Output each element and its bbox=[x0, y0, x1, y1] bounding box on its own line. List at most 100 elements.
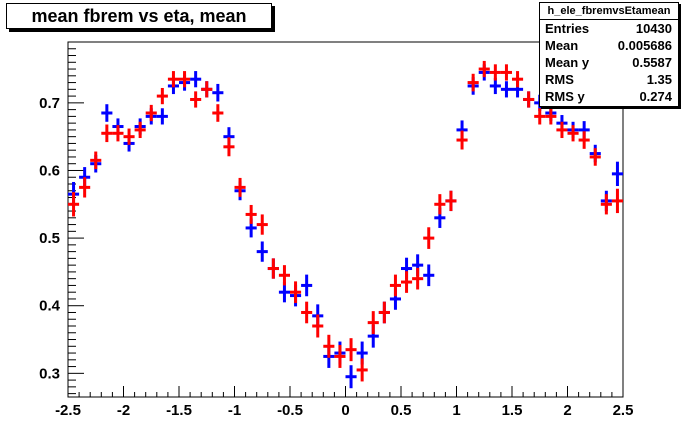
red-data-point bbox=[367, 311, 379, 335]
x-tick-label: -1.5 bbox=[166, 402, 192, 419]
red-data-point bbox=[412, 267, 424, 290]
red-data-point bbox=[134, 121, 146, 139]
red-data-point bbox=[389, 274, 401, 297]
red-data-point bbox=[290, 281, 302, 304]
chart-title: mean fbrem vs eta, mean bbox=[31, 6, 247, 26]
stats-value: 1.35 bbox=[646, 72, 672, 87]
y-tick-label: 0.7 bbox=[39, 95, 60, 112]
red-data-point bbox=[423, 227, 435, 249]
x-tick-label: 0.5 bbox=[391, 402, 412, 419]
red-data-point bbox=[523, 91, 535, 108]
red-data-point bbox=[212, 104, 224, 122]
stats-label: RMS y bbox=[545, 89, 585, 104]
x-tick-label: 1.5 bbox=[502, 402, 523, 419]
red-data-point bbox=[156, 87, 168, 105]
x-tick-label: 0 bbox=[341, 402, 349, 419]
red-data-point bbox=[600, 194, 612, 215]
stats-value: 0.5587 bbox=[632, 55, 672, 70]
red-data-point bbox=[512, 71, 524, 88]
red-data-point bbox=[278, 265, 290, 286]
red-data-point bbox=[234, 177, 246, 197]
red-data-point bbox=[456, 130, 468, 150]
red-data-point bbox=[223, 137, 235, 157]
stats-label: Mean bbox=[545, 38, 579, 53]
red-data-point bbox=[334, 344, 346, 368]
red-data-point bbox=[201, 81, 213, 98]
red-data-point bbox=[534, 108, 546, 125]
red-data-point bbox=[434, 194, 446, 215]
x-tick-label: 1 bbox=[452, 402, 460, 419]
red-data-point bbox=[589, 148, 601, 166]
red-data-point bbox=[467, 73, 479, 92]
x-tick-label: -0.5 bbox=[277, 402, 303, 419]
y-tick-label: 0.6 bbox=[39, 162, 60, 179]
stats-label: Entries bbox=[545, 21, 590, 36]
stats-label: RMS bbox=[545, 72, 574, 87]
stats-label: Mean y bbox=[545, 55, 590, 70]
blue-data-point bbox=[301, 274, 313, 297]
x-tick-label: -2 bbox=[117, 402, 130, 419]
x-tick-label: 2 bbox=[563, 402, 571, 419]
red-data-point bbox=[545, 108, 557, 125]
title-box: mean fbrem vs eta, mean bbox=[6, 3, 272, 29]
red-data-point bbox=[123, 128, 135, 145]
red-data-point bbox=[500, 64, 512, 81]
blue-data-point bbox=[500, 81, 512, 98]
red-data-point bbox=[68, 192, 80, 217]
red-data-point bbox=[378, 301, 390, 324]
red-data-point bbox=[90, 151, 102, 170]
red-data-point bbox=[190, 91, 202, 108]
red-data-point bbox=[556, 121, 568, 139]
red-data-point bbox=[345, 338, 357, 362]
blue-data-point bbox=[345, 365, 357, 389]
y-tick-label: 0.4 bbox=[39, 298, 61, 315]
red-data-point bbox=[489, 64, 501, 81]
red-data-point bbox=[478, 60, 490, 78]
red-data-point bbox=[79, 177, 91, 198]
stats-row-mean-y: Mean y 0.5587 bbox=[540, 54, 678, 71]
stats-row-entries: Entries 10430 bbox=[540, 20, 678, 37]
red-data-point bbox=[445, 190, 457, 212]
red-data-point bbox=[179, 71, 191, 88]
x-tick-label: -1 bbox=[228, 402, 241, 419]
stats-row-mean: Mean 0.005686 bbox=[540, 37, 678, 54]
series-red bbox=[68, 60, 623, 382]
blue-data-point bbox=[101, 104, 113, 122]
y-tick-label: 0.3 bbox=[39, 365, 60, 382]
stats-row-rms-y: RMS y 0.274 bbox=[540, 88, 678, 105]
red-data-point bbox=[578, 131, 590, 149]
red-data-point bbox=[323, 334, 335, 358]
y-tick-label: 0.5 bbox=[39, 230, 60, 247]
blue-data-point bbox=[611, 161, 623, 187]
red-data-point bbox=[101, 124, 113, 143]
red-data-point bbox=[611, 188, 623, 214]
x-tick-label: -2.5 bbox=[55, 402, 81, 419]
stats-value: 0.005686 bbox=[617, 38, 672, 53]
red-data-point bbox=[112, 125, 124, 142]
blue-data-point bbox=[423, 264, 435, 287]
stats-name: h_ele_fbremvsEtamean bbox=[540, 3, 678, 20]
stats-row-rms: RMS 1.35 bbox=[540, 71, 678, 88]
red-data-point bbox=[256, 214, 268, 235]
blue-data-point bbox=[489, 77, 501, 95]
red-data-point bbox=[301, 301, 313, 324]
red-data-point bbox=[567, 125, 579, 142]
red-data-point bbox=[267, 258, 279, 279]
stats-box: h_ele_fbremvsEtamean Entries 10430 Mean … bbox=[539, 2, 679, 107]
axis-tick-labels: -2.5 -2 -1.5 -1 -0.5 0 0.5 1 1.5 2 2.5 0.3 0.4 0.5 0.6… bbox=[39, 95, 633, 419]
blue-data-point bbox=[212, 83, 224, 102]
x-tick-label: 2.5 bbox=[613, 402, 634, 419]
red-data-point bbox=[245, 204, 257, 224]
blue-data-point bbox=[190, 71, 202, 88]
axis-ticks bbox=[67, 41, 624, 397]
red-data-point bbox=[167, 71, 179, 88]
stats-value: 10430 bbox=[635, 21, 672, 36]
red-data-point bbox=[312, 314, 324, 338]
stats-value: 0.274 bbox=[639, 89, 672, 104]
red-data-point bbox=[356, 358, 368, 382]
blue-data-point bbox=[256, 241, 268, 262]
red-data-point bbox=[401, 271, 413, 293]
red-data-point bbox=[145, 104, 157, 122]
blue-data-point bbox=[156, 108, 168, 125]
